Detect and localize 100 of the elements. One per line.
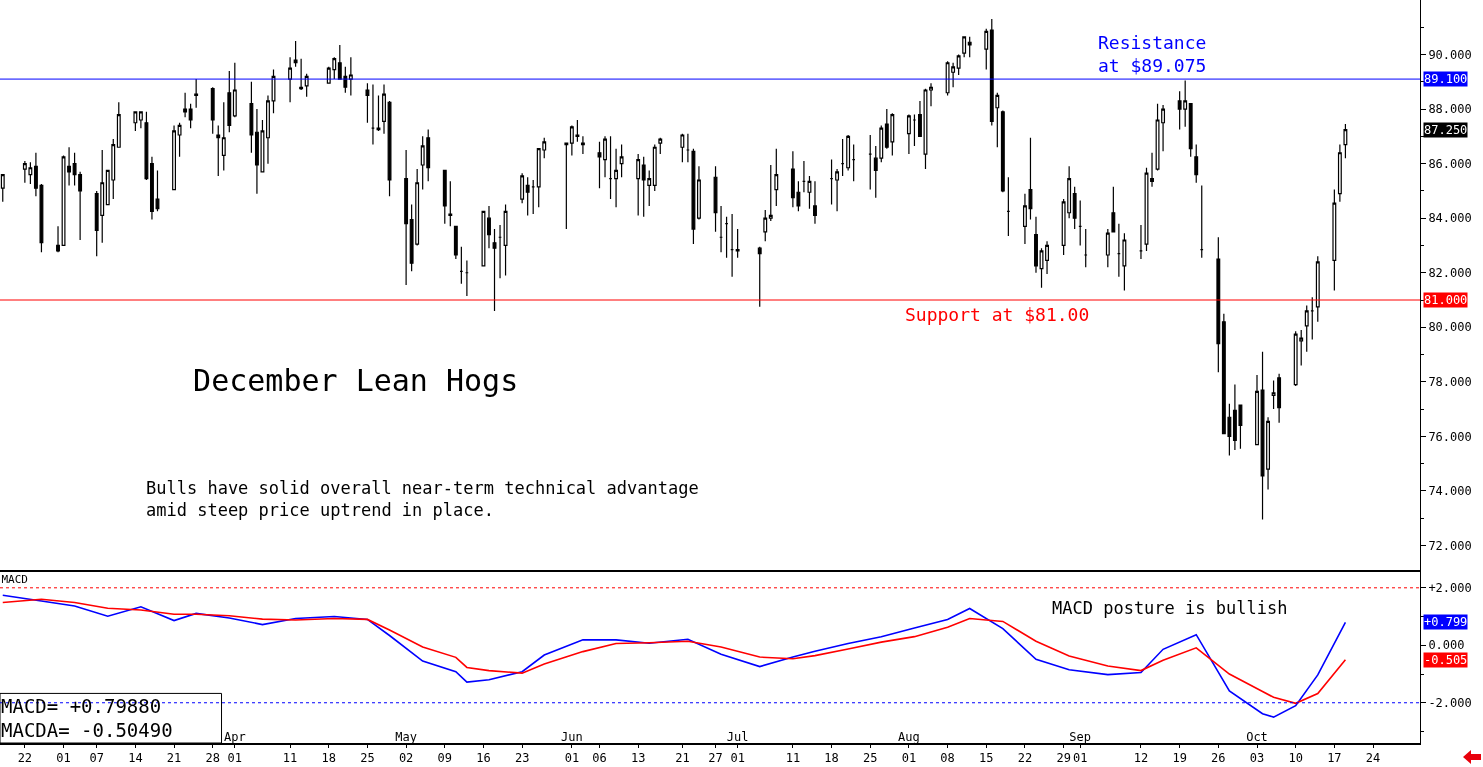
candlestick	[1310, 296, 1315, 341]
candlestick	[293, 40, 298, 68]
annotation: Bulls have solid overall near-term technical advantage amid steep price uptrend in place.	[146, 478, 699, 521]
x-tick-label: 13	[630, 751, 646, 766]
candlestick	[713, 165, 718, 233]
x-tick-label: 15	[979, 751, 994, 766]
x-tick-label: 01	[730, 751, 745, 766]
x-tick-label: 10	[1288, 751, 1303, 766]
x-tick-label: 07	[89, 751, 104, 766]
candlestick	[188, 103, 193, 129]
candlestick	[636, 153, 641, 217]
candlestick	[376, 94, 381, 132]
y-tick-label: 86.000	[1428, 156, 1472, 171]
text: 87.250	[1424, 123, 1468, 137]
candlestick	[807, 175, 812, 210]
x2-tick-label: Apr	[223, 729, 246, 744]
y-tick-label: +2.000	[1428, 581, 1472, 596]
candlestick	[459, 246, 464, 285]
candlestick	[183, 92, 188, 118]
candlestick	[177, 122, 182, 158]
x-tick-label: 12	[1133, 751, 1149, 766]
candlestick	[962, 36, 967, 58]
candlestick	[956, 53, 961, 76]
candlestick	[498, 224, 502, 279]
x-tick-label: 27	[708, 751, 723, 766]
x-tick-label: 29	[1056, 751, 1071, 766]
candlestick	[1188, 103, 1193, 158]
x-tick-label: 22	[17, 751, 33, 766]
candlestick	[249, 81, 254, 154]
candlestick	[730, 213, 735, 278]
candlestick	[735, 228, 740, 259]
candlestick	[851, 143, 856, 182]
x2-tick-label: Oct	[1246, 729, 1268, 744]
candlestick	[1122, 232, 1127, 292]
y-tick-label: 84.000	[1428, 211, 1472, 226]
candlestick	[608, 135, 613, 200]
candlestick	[912, 113, 917, 147]
candlestick	[813, 180, 817, 225]
candlestick	[564, 142, 569, 230]
candlestick	[846, 134, 851, 172]
x2-tick-label: Jun	[561, 729, 583, 744]
annotation: MACDA= -0.50490	[1, 719, 173, 741]
candlestick	[138, 111, 143, 129]
candlestick	[1000, 109, 1005, 193]
candlestick	[1072, 186, 1077, 230]
candlestick	[1343, 123, 1348, 159]
candlestick	[365, 82, 370, 124]
x-tick-label: 14	[128, 751, 143, 766]
x-tick-label: 01	[1072, 751, 1088, 766]
x-tick-label: 25	[360, 751, 375, 766]
candlestick	[691, 148, 696, 245]
candlestick	[1083, 228, 1088, 268]
candlestick	[906, 113, 911, 155]
candlestick	[232, 62, 237, 118]
candlestick	[763, 209, 768, 242]
x-tick-label: 08	[940, 751, 955, 766]
candlestick	[448, 180, 453, 227]
y-tick-label: 88.000	[1428, 102, 1472, 117]
candlestick	[840, 138, 845, 177]
candlestick	[216, 124, 221, 177]
candlestick	[453, 225, 458, 260]
y-tick-label: 76.000	[1428, 429, 1472, 444]
x-tick-label: 17	[1327, 751, 1342, 766]
candlestick	[774, 148, 779, 207]
ref-line-label: 89.100	[1424, 72, 1468, 86]
candlestick	[719, 205, 723, 253]
candlestick	[835, 168, 840, 212]
candlestick	[503, 203, 508, 277]
candlestick	[1034, 216, 1038, 274]
candlestick	[116, 101, 121, 148]
candlestick	[757, 246, 762, 308]
candlestick	[481, 210, 486, 267]
candlestick	[382, 83, 386, 135]
candlestick	[194, 78, 199, 109]
annotation: MACD posture is bullish	[1052, 598, 1288, 618]
candlestick	[299, 58, 304, 91]
x-tick-label: 03	[1249, 751, 1265, 766]
y-tick-label: 82.000	[1428, 265, 1472, 280]
y-tick-label: 72.000	[1428, 538, 1472, 553]
candlestick	[619, 143, 624, 178]
candlestick	[520, 172, 525, 204]
candlestick	[271, 68, 276, 114]
candlestick	[658, 137, 663, 155]
candlestick	[387, 100, 392, 197]
x-tick-label: 11	[282, 751, 298, 766]
x-tick-label: 22	[1017, 751, 1033, 766]
x-tick-label: 01	[56, 751, 71, 766]
candlestick	[1116, 223, 1121, 278]
candlestick	[1078, 199, 1083, 247]
candlestick	[1255, 374, 1259, 446]
text: +0.799	[1424, 615, 1468, 629]
candlestick	[348, 56, 353, 97]
x-tick-label: 21	[675, 751, 690, 766]
candlestick	[768, 164, 773, 222]
x-tick-label: 01	[564, 751, 580, 766]
x2-tick-label: Sep	[1069, 729, 1092, 744]
candlestick	[210, 86, 215, 135]
candlestick	[967, 36, 972, 58]
candlestick	[531, 179, 536, 215]
candlestick	[288, 56, 293, 103]
